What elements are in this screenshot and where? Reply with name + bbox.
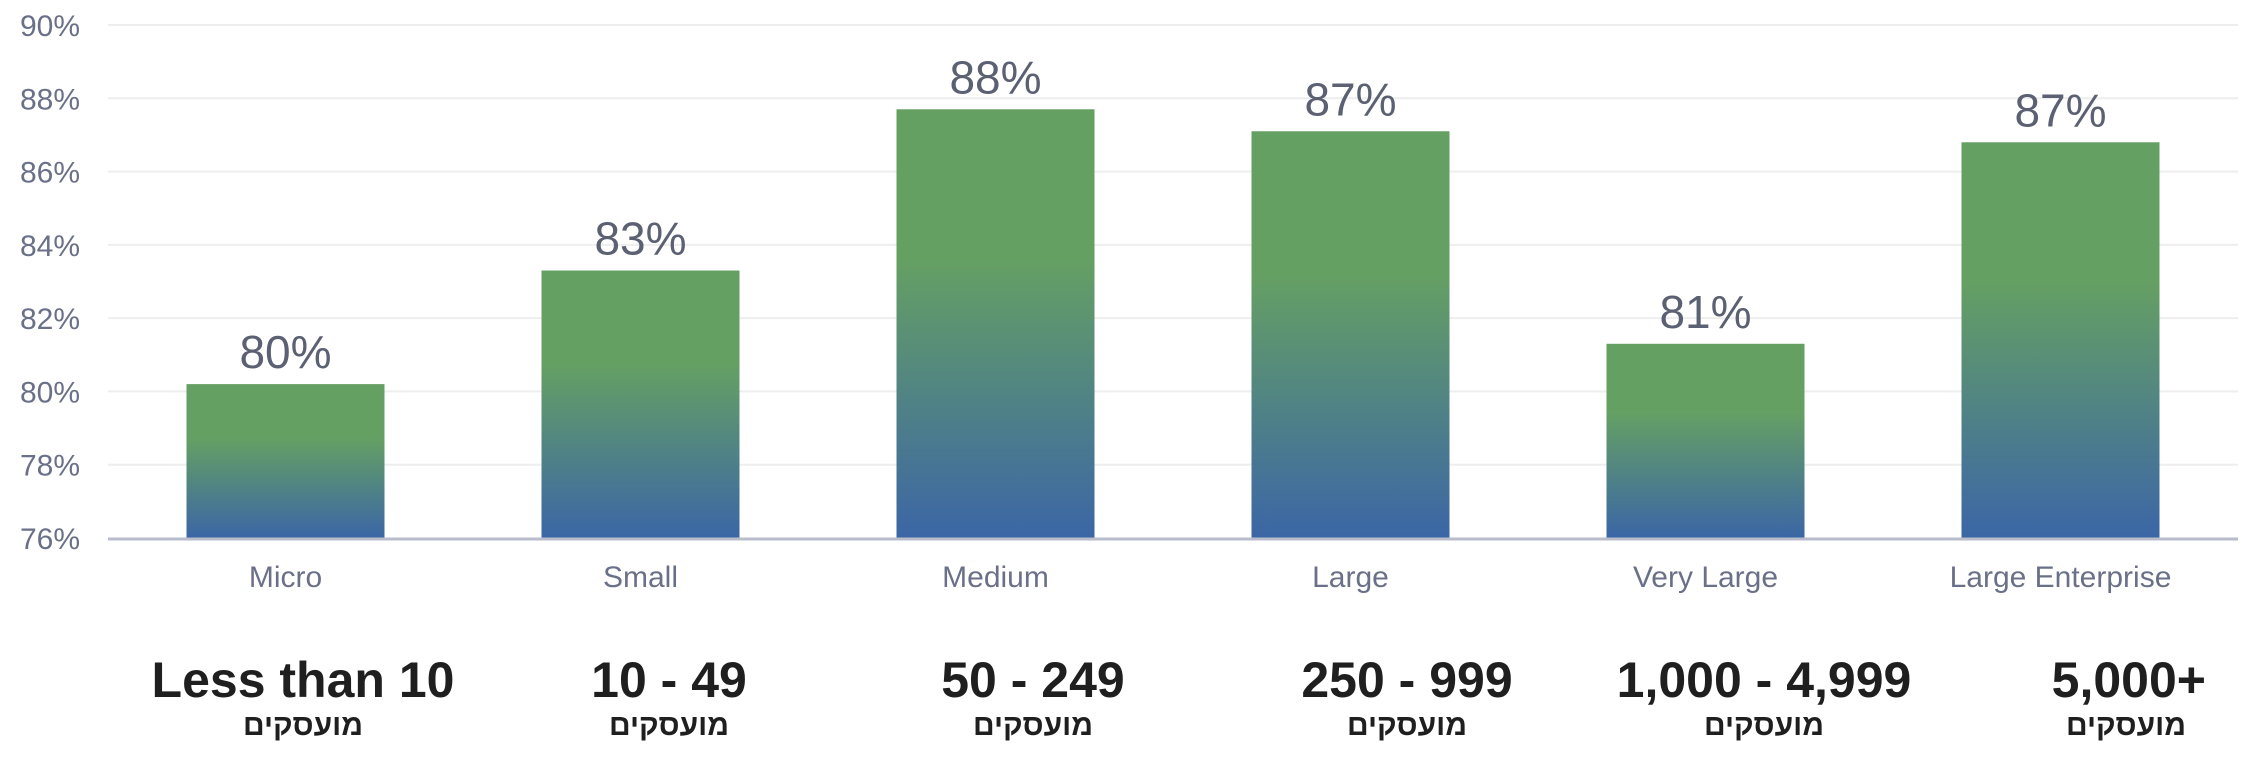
data-label: 88%: [949, 51, 1041, 103]
y-tick-label: 84%: [20, 230, 80, 263]
gridlines: [108, 24, 2238, 466]
x-tick-label: Large: [1312, 561, 1389, 594]
y-tick-label: 76%: [20, 523, 80, 556]
y-tick-label: 88%: [20, 83, 80, 116]
x-tick-label: Small: [603, 561, 678, 594]
bars: [186, 109, 2160, 539]
data-label: 80%: [239, 326, 331, 378]
group-unit: מועסקים: [1704, 709, 1824, 742]
data-label: 81%: [1659, 286, 1751, 338]
data-label: 87%: [1304, 73, 1396, 125]
group-unit: מועסקים: [2066, 709, 2186, 742]
bar: [1961, 142, 2160, 538]
bar: [541, 270, 740, 538]
x-tick-label: Very Large: [1633, 561, 1778, 594]
group-label: 50 - 249 מועסקים: [853, 652, 1213, 744]
group-label: 5,000+ מועסקים: [1846, 652, 2206, 744]
y-tick-label: 90%: [20, 10, 80, 43]
bar: [1251, 131, 1450, 538]
group-range: 5,000+: [2051, 652, 2206, 708]
group-label: 10 - 49 מועסקים: [489, 652, 849, 744]
bar: [186, 384, 385, 538]
group-range: 250 - 999: [1301, 652, 1513, 708]
group-label: 250 - 999 מועסקים: [1227, 652, 1587, 744]
bar: [896, 109, 1095, 539]
x-tick-label: Medium: [942, 561, 1049, 594]
y-axis-ticks: 76% 78% 80% 82% 84% 86% 88% 90%: [20, 10, 80, 556]
y-tick-label: 80%: [20, 376, 80, 409]
x-tick-label: Micro: [249, 561, 322, 594]
group-range: 1,000 - 4,999: [1616, 652, 1912, 708]
data-label: 87%: [2014, 84, 2106, 136]
group-unit: מועסקים: [1347, 709, 1467, 742]
group-label: 1,000 - 4,999 מועסקים: [1584, 652, 1944, 744]
x-axis-categories: Micro Small Medium Large Very Large Large Ent…: [249, 561, 2172, 594]
y-tick-label: 82%: [20, 303, 80, 336]
group-unit: מועסקים: [609, 709, 729, 742]
y-tick-label: 86%: [20, 157, 80, 190]
group-unit: מועסקים: [243, 709, 363, 742]
group-unit: מועסקים: [973, 709, 1093, 742]
group-range: Less than 10: [151, 652, 455, 708]
data-labels: 80% 83% 88% 87% 81% 87%: [239, 51, 2106, 378]
group-range: 50 - 249: [941, 652, 1125, 708]
x-tick-label: Large Enterprise: [1950, 561, 2172, 594]
y-tick-label: 78%: [20, 450, 80, 483]
group-range: 10 - 49: [591, 652, 747, 708]
data-label: 83%: [594, 213, 686, 265]
group-label: Less than 10 מועסקים: [123, 652, 483, 744]
bar: [1606, 343, 1805, 538]
